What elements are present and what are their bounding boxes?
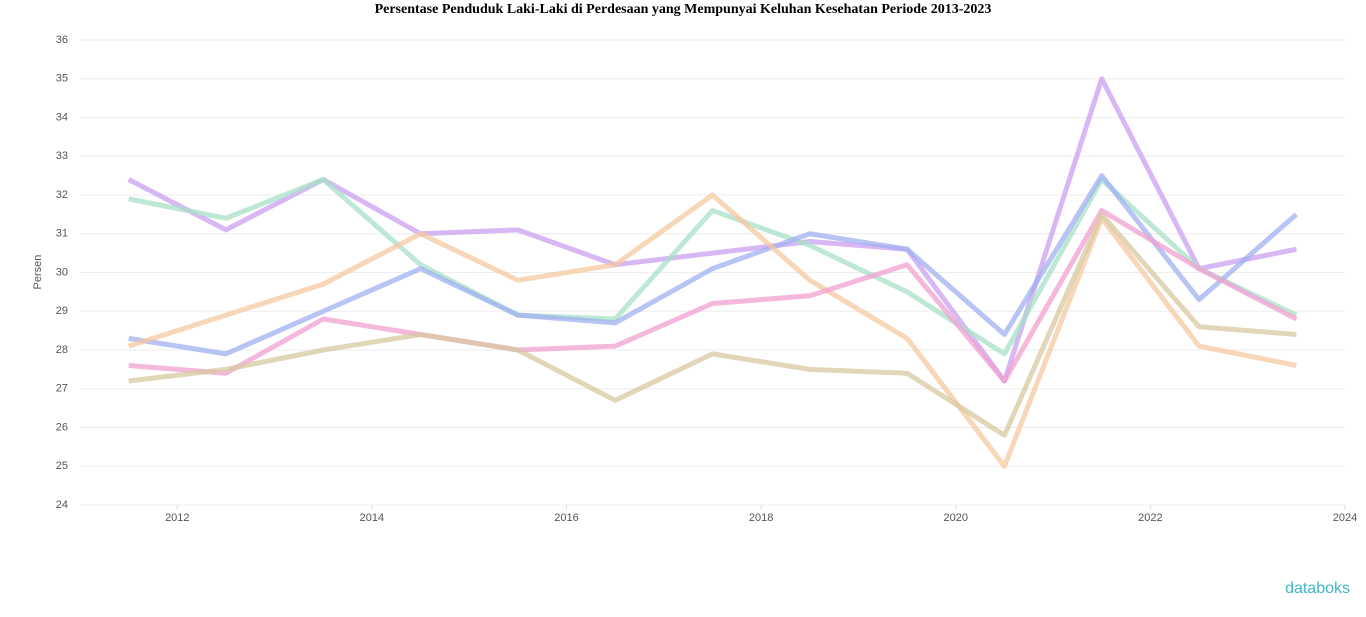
x-tick-label: 2018 bbox=[749, 512, 773, 524]
y-tick-label: 35 bbox=[56, 73, 68, 85]
series-line bbox=[128, 173, 1298, 357]
y-tick-label: 25 bbox=[56, 460, 68, 472]
series-line bbox=[127, 76, 1297, 384]
y-tick-label: 30 bbox=[56, 266, 68, 278]
y-axis-label: Persen bbox=[32, 255, 44, 290]
x-tick-label: 2020 bbox=[944, 512, 968, 524]
chart-title: Persentase Penduduk Laki-Laki di Perdesa… bbox=[375, 2, 992, 17]
series-line bbox=[128, 211, 1297, 438]
logo[interactable]: databoks bbox=[1285, 580, 1350, 597]
y-tick-label: 29 bbox=[56, 305, 68, 317]
x-tick-label: 2024 bbox=[1333, 512, 1357, 524]
y-tick-label: 34 bbox=[56, 111, 68, 123]
y-tick-label: 36 bbox=[56, 34, 68, 46]
x-tick-label: 2012 bbox=[165, 512, 189, 524]
y-tick-label: 33 bbox=[56, 150, 68, 162]
y-tick-label: 31 bbox=[56, 228, 68, 240]
y-tick-label: 32 bbox=[56, 189, 68, 201]
series-line bbox=[128, 208, 1298, 384]
y-tick-label: 24 bbox=[56, 499, 68, 511]
x-tick-label: 2014 bbox=[360, 512, 384, 524]
x-tick-label: 2022 bbox=[1138, 512, 1162, 524]
x-tick-label: 2016 bbox=[554, 512, 578, 524]
y-tick-label: 26 bbox=[56, 421, 68, 433]
y-tick-label: 27 bbox=[56, 383, 68, 395]
y-tick-label: 28 bbox=[56, 344, 68, 356]
